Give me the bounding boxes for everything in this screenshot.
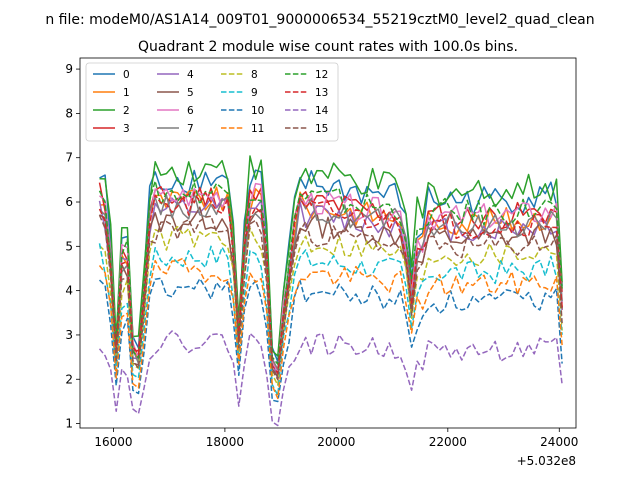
y-tick-label: 5 <box>65 239 73 253</box>
series-line-module-14 <box>98 330 563 427</box>
legend-label: 7 <box>187 123 194 135</box>
series-line-module-9 <box>98 243 563 397</box>
series-layer <box>98 155 563 427</box>
axes-frame <box>79 57 577 429</box>
x-tick-label: 24000 <box>540 435 578 449</box>
series-line-module-11 <box>98 257 563 400</box>
legend-label: 13 <box>315 87 328 99</box>
legend-label: 15 <box>315 123 328 135</box>
y-tick-label: 9 <box>65 62 73 76</box>
y-tick-label: 3 <box>65 328 73 342</box>
legend-label: 10 <box>251 105 264 117</box>
series-line-module-7 <box>98 192 563 371</box>
series-line-module-5 <box>99 206 563 378</box>
legend-label: 6 <box>187 105 194 117</box>
y-tick-label: 6 <box>65 195 73 209</box>
legend-label: 4 <box>187 69 194 81</box>
legend-label: 9 <box>251 87 258 99</box>
figure-suptitle: n file: modeM0/AS1A14_009T01_9000006534_… <box>45 12 594 28</box>
x-offset-label: +5.032e8 <box>517 454 576 468</box>
legend-label: 2 <box>123 105 130 117</box>
legend-label: 12 <box>315 69 328 81</box>
series-line-module-6 <box>98 182 563 373</box>
legend-label: 1 <box>123 87 130 99</box>
y-tick-label: 8 <box>65 106 73 120</box>
axes-title: Quadrant 2 module wise count rates with … <box>138 39 518 55</box>
series-line-module-10 <box>98 277 563 403</box>
y-tick-label: 7 <box>65 151 73 165</box>
y-tick-label: 1 <box>65 417 73 431</box>
series-line-module-8 <box>98 225 563 386</box>
series-line-module-12 <box>98 180 563 365</box>
x-tick-label: 18000 <box>206 435 244 449</box>
x-tick-label: 22000 <box>429 435 467 449</box>
series-line-module-13 <box>98 191 563 374</box>
x-axis: 16000 18000 20000 22000 24000 <box>94 428 578 449</box>
legend-box <box>85 62 339 142</box>
legend-label: 14 <box>315 105 329 117</box>
legend-label: 0 <box>123 69 130 81</box>
legend-label: 3 <box>123 123 130 135</box>
x-tick-label: 20000 <box>317 435 355 449</box>
legend-label: 8 <box>251 69 258 81</box>
x-tick-label: 16000 <box>94 435 132 449</box>
legend-label: 5 <box>187 87 194 99</box>
y-tick-label: 2 <box>65 372 73 386</box>
series-line-module-15 <box>98 214 563 381</box>
y-tick-label: 4 <box>65 284 73 298</box>
series-line-module-2 <box>99 155 563 357</box>
y-axis: 1 2 3 4 5 6 7 8 9 <box>65 62 80 431</box>
legend-label: 11 <box>251 123 264 135</box>
